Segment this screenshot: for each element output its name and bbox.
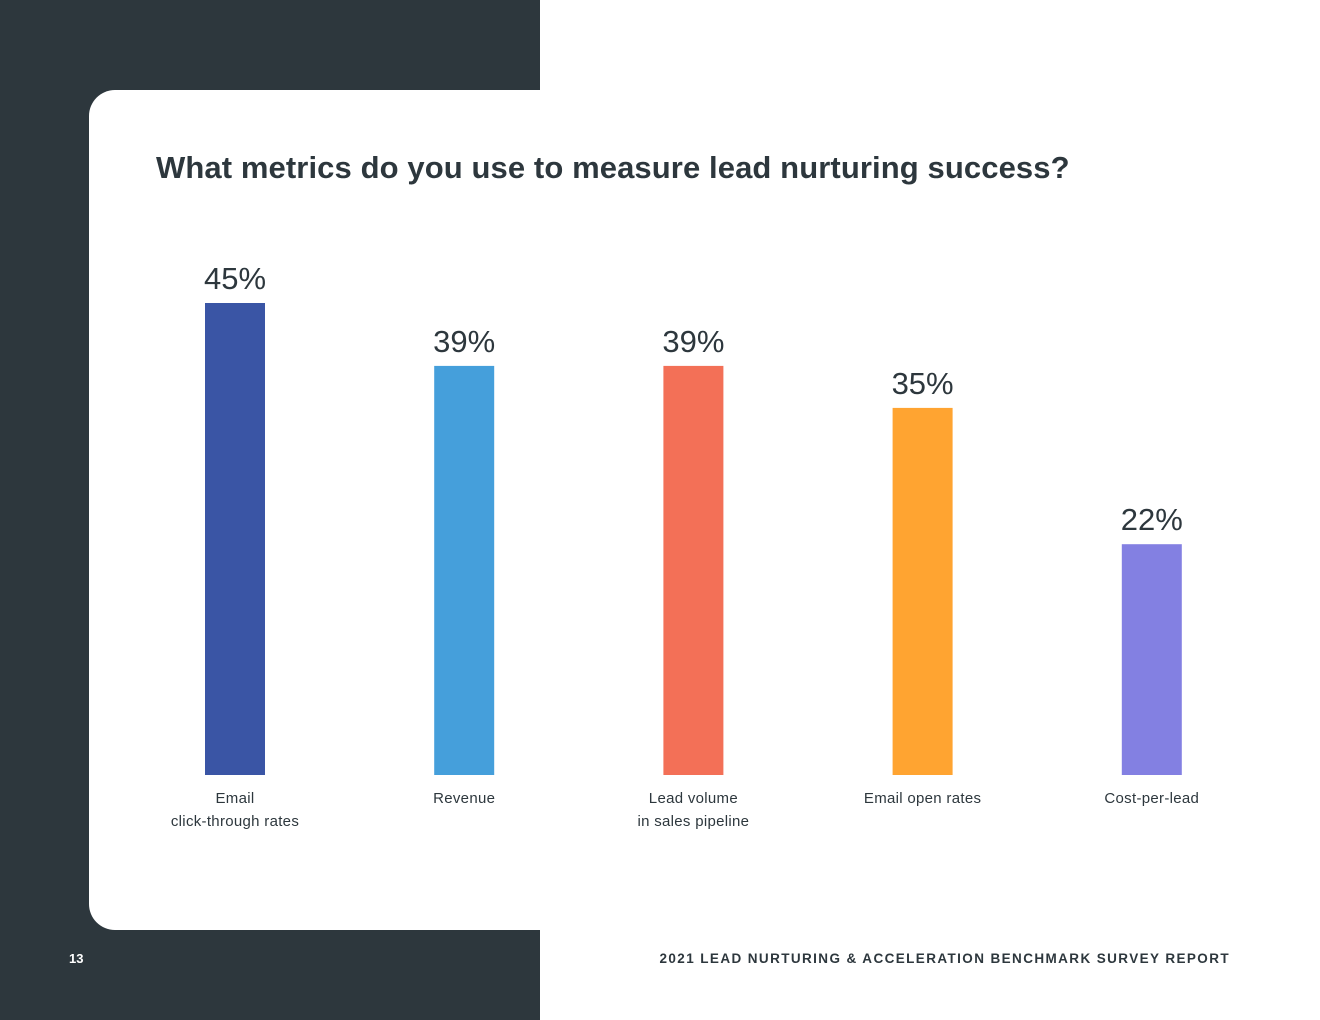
report-title: 2021 LEAD NURTURING & ACCELERATION BENCH… bbox=[659, 951, 1230, 966]
value-label-2: 39% bbox=[662, 324, 724, 359]
category-label-line: Email bbox=[215, 790, 254, 807]
category-label-3: Email open rates bbox=[864, 790, 981, 807]
value-label-3: 35% bbox=[892, 366, 954, 401]
category-label-line: Email open rates bbox=[864, 790, 981, 807]
bar-1 bbox=[434, 365, 495, 775]
page-number: 13 bbox=[69, 951, 84, 966]
category-label-1: Revenue bbox=[433, 790, 495, 807]
bar-2 bbox=[663, 365, 724, 775]
category-label-2: Lead volume in sales pipeline bbox=[637, 790, 749, 830]
bar-0 bbox=[205, 303, 265, 775]
category-label-4: Cost-per-lead bbox=[1104, 790, 1199, 807]
category-label-line: in sales pipeline bbox=[637, 813, 749, 830]
labels-group: 45% Email click-through rates 39% Revenue 39%… bbox=[171, 261, 1199, 830]
bar-3 bbox=[892, 407, 953, 775]
value-label-1: 39% bbox=[433, 324, 495, 359]
bars-group bbox=[205, 303, 1182, 775]
category-label-line: Cost-per-lead bbox=[1104, 790, 1199, 807]
category-label-line: Lead volume bbox=[649, 790, 738, 807]
chart-title: What metrics do you use to measure lead … bbox=[156, 150, 1070, 185]
value-label-0: 45% bbox=[204, 261, 266, 296]
bar-4 bbox=[1121, 544, 1182, 775]
category-label-0: Email click-through rates bbox=[171, 790, 299, 830]
value-label-4: 22% bbox=[1121, 502, 1183, 537]
category-label-line: click-through rates bbox=[171, 813, 299, 830]
category-label-line: Revenue bbox=[433, 790, 495, 807]
